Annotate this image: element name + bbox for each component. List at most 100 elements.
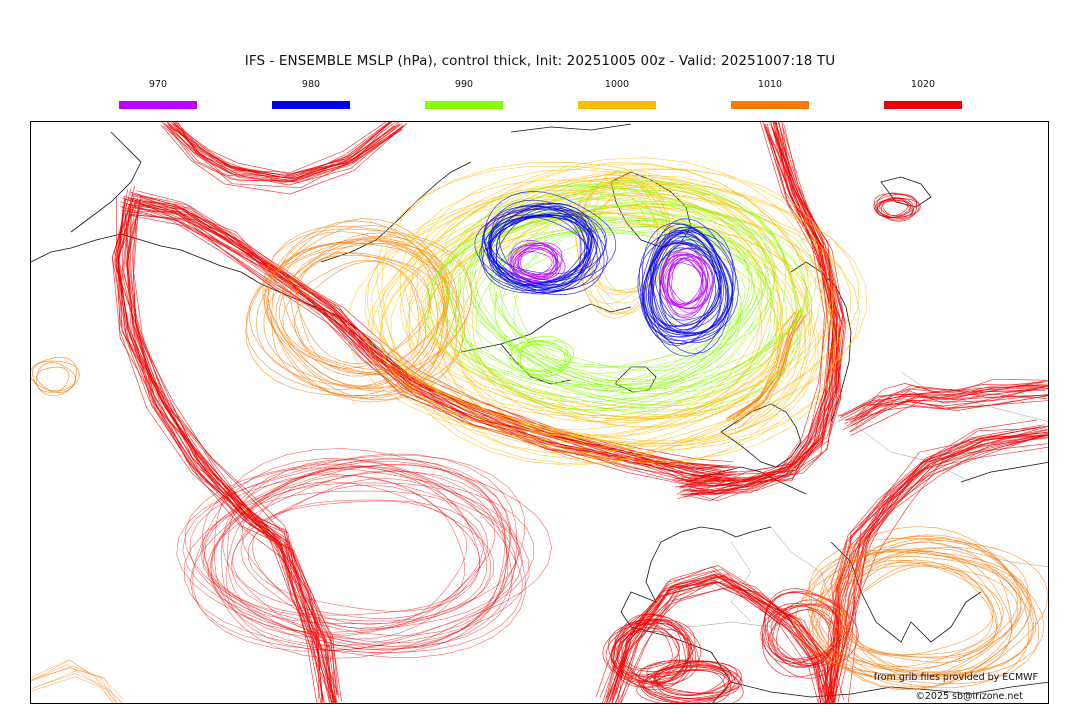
isobar-contour xyxy=(496,207,588,275)
isobar-contour xyxy=(685,122,841,483)
isobar-contour xyxy=(820,551,1022,678)
isobar-contour xyxy=(519,344,570,375)
isobar-contour xyxy=(123,203,333,703)
isobar-contour xyxy=(680,122,844,487)
isobar-contour xyxy=(873,193,918,218)
isobar-contour xyxy=(649,235,720,327)
isobar-contour xyxy=(433,189,787,406)
isobar-contour xyxy=(225,481,495,638)
isobar-contour xyxy=(475,206,781,386)
isobar-contour xyxy=(689,123,838,501)
isobar-layer xyxy=(31,122,1048,703)
isobar-contour xyxy=(222,490,489,640)
isobar-contour xyxy=(660,254,709,316)
isobar-contour xyxy=(469,213,776,393)
isobar-contour xyxy=(764,588,848,663)
isobar-contour xyxy=(832,434,1043,703)
isobar-contour xyxy=(390,182,806,442)
isobar-contour xyxy=(655,665,731,696)
isobar-contour xyxy=(119,201,720,476)
isobar-contour xyxy=(879,199,909,216)
isobar-contour xyxy=(248,237,446,403)
isobar-contour xyxy=(426,180,797,407)
isobar-contour xyxy=(172,123,404,183)
isobar-contour xyxy=(232,484,465,619)
isobar-contour xyxy=(838,559,993,655)
isobar-contour xyxy=(443,200,772,403)
isobar-contour xyxy=(612,613,691,676)
isobar-contour xyxy=(641,233,722,336)
isobar-contour xyxy=(648,239,721,335)
isobar-contour xyxy=(481,202,593,286)
isobar-contour xyxy=(856,395,1048,426)
isobar-contour xyxy=(654,661,736,694)
isobar-contour xyxy=(221,474,523,651)
isobar-contour xyxy=(642,668,732,703)
isobar-contour xyxy=(117,199,330,703)
isobar-contour xyxy=(517,248,557,278)
isobar-contour xyxy=(381,161,868,466)
border-layer xyxy=(650,371,1048,633)
isobar-contour xyxy=(479,203,605,295)
isobar-contour xyxy=(687,123,832,493)
isobar-contour xyxy=(760,603,847,679)
isobar-contour xyxy=(644,218,739,342)
isobar-contour xyxy=(816,541,1034,677)
isobar-contour xyxy=(32,659,113,703)
isobar-contour xyxy=(794,537,1030,688)
isobar-contour xyxy=(638,660,742,703)
isobar-contour xyxy=(430,203,775,419)
isobar-contour xyxy=(851,385,1048,413)
isobar-contour xyxy=(611,574,819,703)
legend-item-970: 970 xyxy=(119,78,197,109)
isobar-contour xyxy=(132,214,743,486)
isobar-contour xyxy=(848,561,994,656)
isobar-contour xyxy=(679,122,838,492)
isobar-contour xyxy=(656,663,743,699)
isobar-contour xyxy=(408,169,861,454)
isobar-contour xyxy=(445,197,811,416)
isobar-contour xyxy=(637,226,734,355)
isobar-contour xyxy=(488,214,591,289)
isobar-contour xyxy=(470,220,750,388)
isobar-contour xyxy=(119,196,330,703)
isobar-contour xyxy=(579,179,661,305)
isobar-contour xyxy=(832,435,1048,703)
isobar-contour xyxy=(483,209,589,285)
isobar-contour xyxy=(830,435,1048,703)
isobar-contour xyxy=(613,620,697,688)
isobar-contour xyxy=(160,124,405,195)
isobar-contour xyxy=(641,670,729,703)
legend-label: 1000 xyxy=(604,79,630,90)
isobar-contour xyxy=(838,559,1004,668)
isobar-contour xyxy=(513,246,561,281)
isobar-contour xyxy=(687,122,835,487)
isobar-contour xyxy=(636,664,744,703)
isobar-contour xyxy=(518,251,553,277)
isobar-contour xyxy=(489,204,598,285)
isobar-contour xyxy=(806,549,1032,691)
isobar-contour xyxy=(140,206,741,480)
isobar-contour xyxy=(120,206,721,478)
isobar-contour xyxy=(668,262,702,306)
legend-item-1010: 1010 xyxy=(731,78,809,109)
isobar-contour xyxy=(876,198,920,222)
legend-swatch xyxy=(272,101,350,109)
isobar-contour xyxy=(364,169,835,464)
isobar-contour xyxy=(873,193,918,219)
isobar-contour xyxy=(618,576,832,703)
isobar-contour xyxy=(770,604,839,664)
isobar-contour xyxy=(126,212,334,703)
isobar-contour xyxy=(203,471,506,647)
legend-label: 970 xyxy=(148,79,168,90)
isobar-contour xyxy=(589,193,656,291)
isobar-contour xyxy=(36,366,70,392)
isobar-contour xyxy=(207,470,513,647)
isobar-contour xyxy=(366,168,823,454)
isobar-contour xyxy=(512,244,559,279)
isobar-contour xyxy=(851,395,1048,427)
legend-item-1000: 1000 xyxy=(578,78,656,109)
isobar-contour xyxy=(247,478,480,612)
isobar-contour xyxy=(659,247,708,310)
isobar-contour xyxy=(474,216,762,386)
